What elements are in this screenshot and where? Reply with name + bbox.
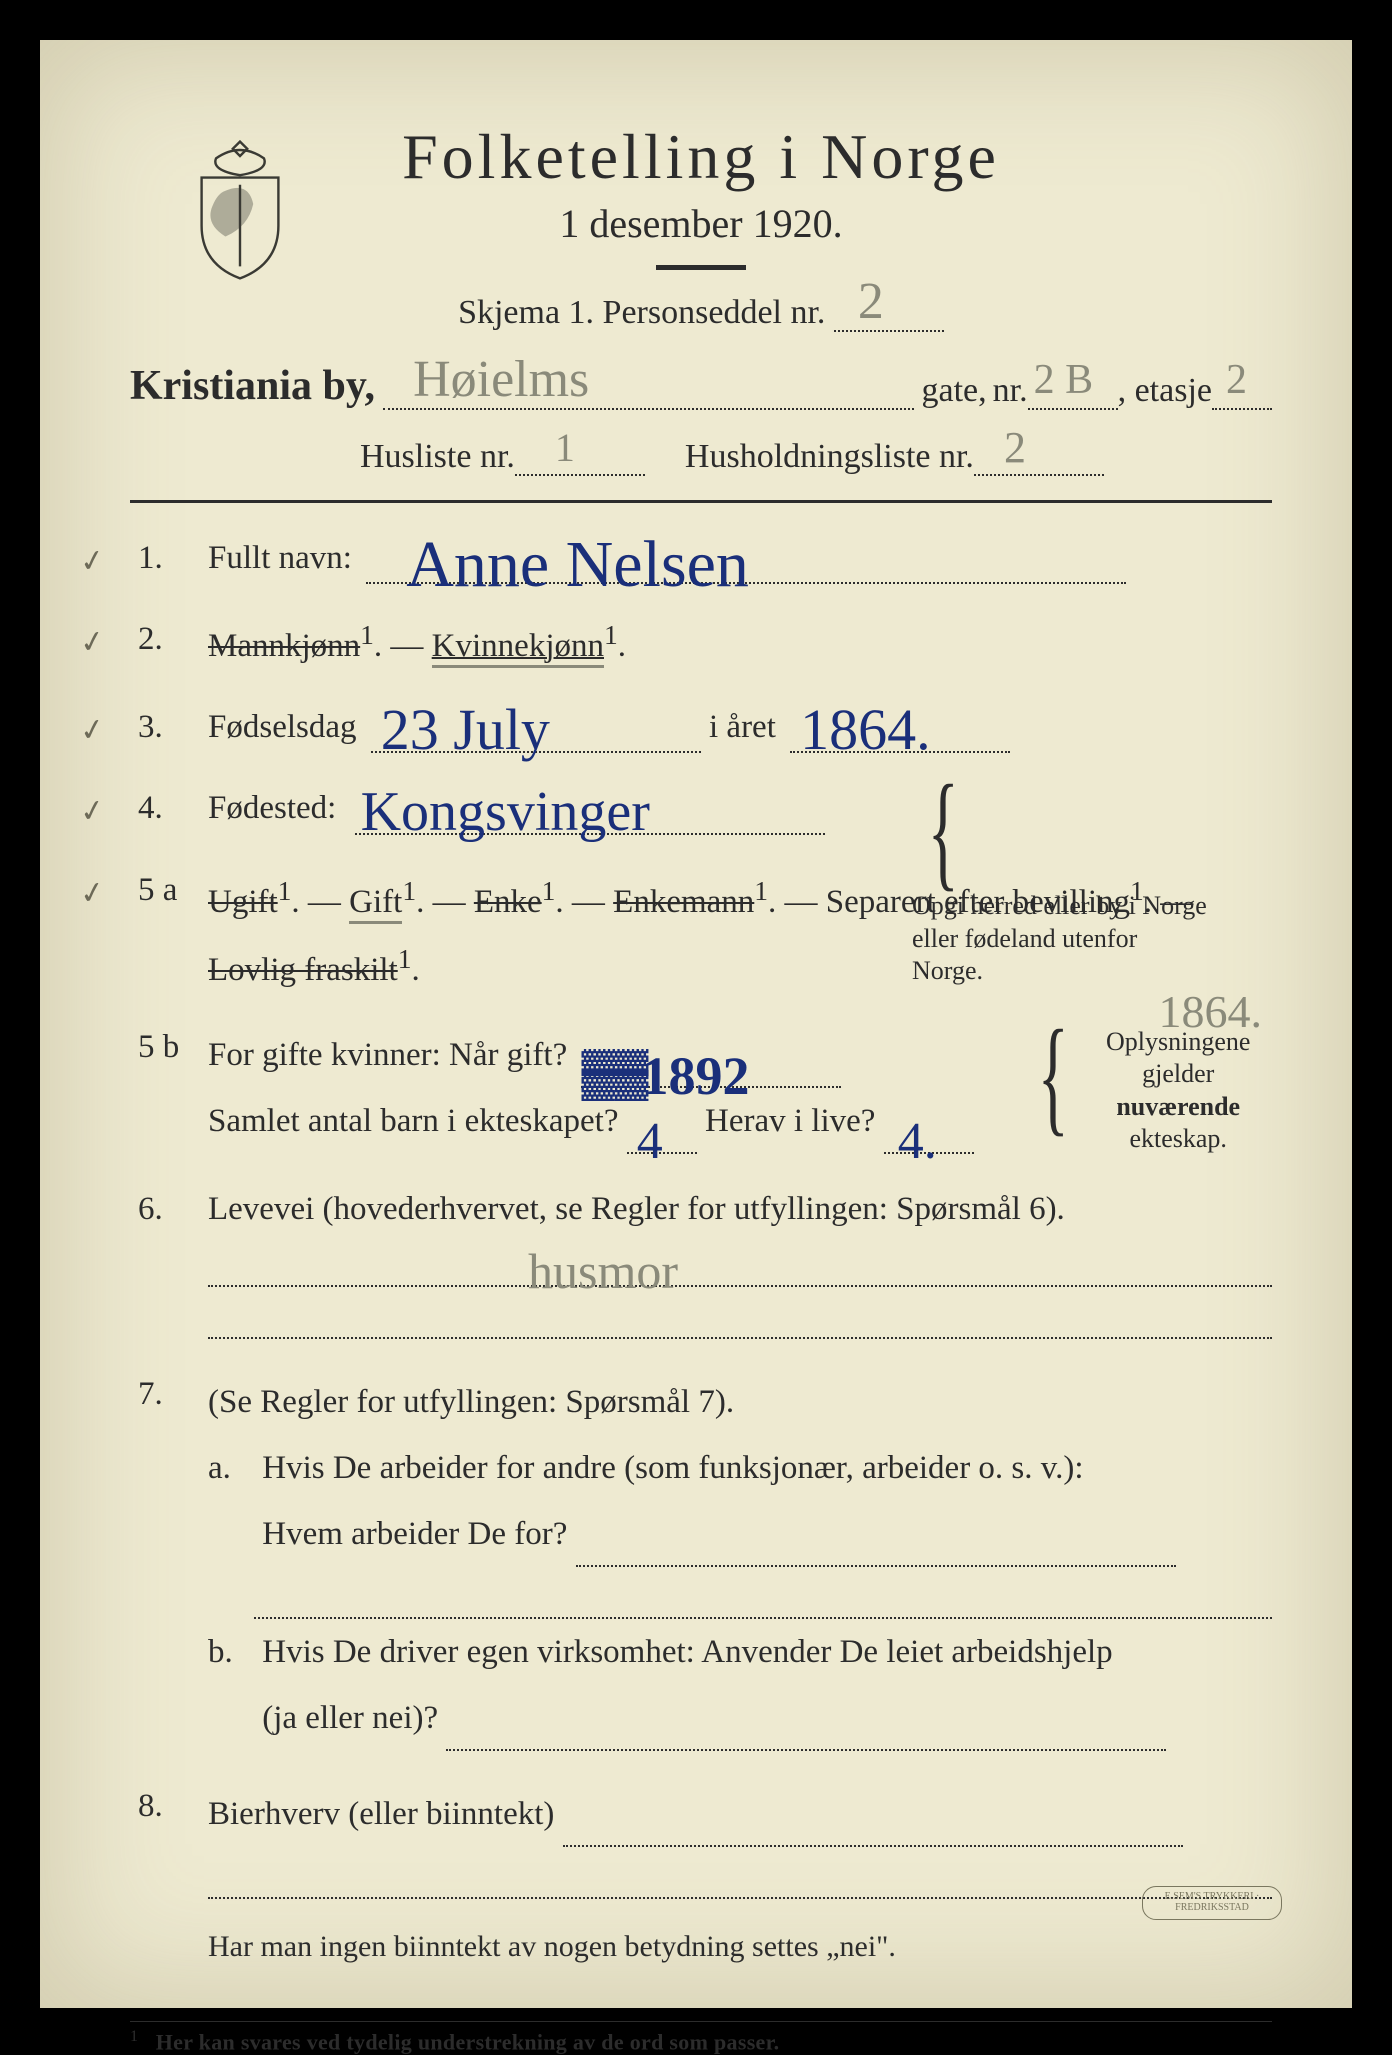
q1-label: Fullt navn: bbox=[208, 540, 352, 576]
q7b-line1: Hvis De driver egen virksomhet: Anvender… bbox=[262, 1634, 1112, 1670]
q5b-line1: For gifte kvinner: Når gift? bbox=[208, 1037, 567, 1073]
skjema-label: Skjema 1. Personseddel nr. bbox=[458, 294, 825, 331]
q7-num: 7. bbox=[130, 1369, 208, 1751]
q5a-enke: Enke bbox=[474, 884, 542, 920]
q5a-gift: Gift bbox=[349, 884, 402, 924]
q5b-line2a: Samlet antal barn i ekteskapet? bbox=[208, 1103, 619, 1139]
gate-label: gate, bbox=[922, 372, 987, 410]
q6-line1: husmor bbox=[208, 1239, 1272, 1287]
address-row-2: Husliste nr. 1 Husholdningsliste nr. 2 bbox=[130, 436, 1272, 476]
husliste-value: 1 bbox=[555, 424, 575, 471]
husliste-label: Husliste nr. bbox=[360, 438, 515, 476]
checkmark-icon: ✓ bbox=[76, 788, 109, 838]
q5a-separert: Separert efter bevilling bbox=[826, 884, 1130, 920]
brace-icon: { bbox=[1038, 1018, 1069, 1135]
form-header: Folketelling i Norge 1 desember 1920. Sk… bbox=[130, 120, 1272, 332]
gate-value: Høielms bbox=[413, 350, 589, 409]
etasje-label: , etasje bbox=[1118, 372, 1212, 410]
q4-num: 4. bbox=[130, 783, 208, 834]
q3-mid: i året bbox=[709, 709, 776, 745]
q2-num: 2. bbox=[130, 614, 208, 672]
norway-coat-of-arms-icon bbox=[180, 130, 300, 290]
q7a-num: a. bbox=[208, 1435, 254, 1501]
q5a-lovlig: Lovlig fraskilt bbox=[208, 952, 398, 988]
q5b-aside1: Oplysningene bbox=[1106, 1027, 1250, 1056]
checkmark-icon: ✓ bbox=[76, 618, 109, 668]
address-row-1: Kristiania by, Høielms gate, nr. 2 B , e… bbox=[130, 362, 1272, 410]
q2-kvinne: Kvinnekjønn bbox=[432, 628, 604, 668]
nr-label: nr. bbox=[993, 372, 1028, 410]
etasje-value: 2 bbox=[1226, 356, 1247, 404]
q5b-aside3: ekteskap. bbox=[1129, 1124, 1226, 1153]
city-label: Kristiania by, bbox=[130, 362, 375, 410]
q6-row: 6. Levevei (hovederhvervet, se Regler fo… bbox=[130, 1184, 1272, 1339]
q7-intro: (Se Regler for utfyllingen: Spørsmål 7). bbox=[208, 1384, 734, 1420]
q3-year-value: 1864. bbox=[800, 685, 931, 775]
q5a-ugift: Ugift bbox=[208, 884, 278, 920]
skjema-line: Skjema 1. Personseddel nr. 2 bbox=[130, 292, 1272, 332]
q8-note: Har man ingen biinntekt av nogen betydni… bbox=[208, 1917, 1272, 1977]
q1-row: ✓ 1. Fullt navn: Anne Nelsen bbox=[130, 533, 1272, 584]
q3-num: 3. bbox=[130, 702, 208, 753]
q5b-num: 5 b bbox=[130, 1022, 208, 1154]
q5b-aside2b: nuværende bbox=[1116, 1092, 1240, 1121]
census-form-paper: Folketelling i Norge 1 desember 1920. Sk… bbox=[40, 40, 1352, 2008]
q5b-barn: 4 bbox=[637, 1090, 663, 1194]
q7b-num: b. bbox=[208, 1619, 254, 1685]
q4-value: Kongsvinger bbox=[361, 769, 650, 856]
q7b-line2: (ja eller nei)? bbox=[262, 1700, 438, 1736]
q5b-row: 5 b 1864. For gifte kvinner: Når gift? ▓… bbox=[130, 1022, 1272, 1154]
hushold-label: Husholdningsliste nr. bbox=[685, 438, 974, 476]
q3-row: ✓ 3. Fødselsdag 23 July i året 1864. bbox=[130, 702, 1272, 753]
scan-frame: Folketelling i Norge 1 desember 1920. Sk… bbox=[0, 0, 1392, 2048]
checkmark-icon: ✓ bbox=[76, 537, 109, 587]
header-rule bbox=[130, 500, 1272, 503]
q7a-line2: Hvem arbeider De for? bbox=[262, 1516, 567, 1552]
q4-row: ✓ 4. Fødested: Kongsvinger { Opgi herred… bbox=[130, 783, 1272, 834]
q3-day-value: 23 July bbox=[381, 685, 550, 775]
hushold-value: 2 bbox=[1004, 422, 1026, 473]
printer-mark: E.SEM'S TRYKKERI · FREDRIKSSTAD bbox=[1142, 1886, 1282, 1920]
personseddel-nr-value: 2 bbox=[858, 272, 884, 331]
q2-mann: Mannkjønn bbox=[208, 628, 360, 664]
form-title: Folketelling i Norge bbox=[130, 120, 1272, 194]
q8-row: 8. Bierhverv (eller biinntekt) Har man i… bbox=[130, 1781, 1272, 1977]
q8-label: Bierhverv (eller biinntekt) bbox=[208, 1796, 554, 1832]
q5a-enkemann: Enkemann bbox=[613, 884, 754, 920]
q1-value: Anne Nelsen bbox=[406, 514, 749, 616]
q5b-ilive: 4. bbox=[898, 1090, 937, 1194]
checkmark-icon: ✓ bbox=[76, 706, 109, 756]
footnote-marker: 1 bbox=[130, 2028, 138, 2045]
nr-value: 2 B bbox=[1034, 356, 1094, 404]
title-rule bbox=[656, 265, 746, 270]
q6-line2 bbox=[208, 1291, 1272, 1339]
q4-label: Fødested: bbox=[208, 790, 336, 826]
q8-blank bbox=[208, 1851, 1272, 1899]
checkmark-icon: ✓ bbox=[76, 869, 109, 919]
q7-row: 7. (Se Regler for utfyllingen: Spørsmål … bbox=[130, 1369, 1272, 1751]
q6-num: 6. bbox=[130, 1184, 208, 1339]
q7a-line1: Hvis De arbeider for andre (som funksjon… bbox=[262, 1450, 1083, 1486]
q6-label: Levevei (hovederhvervet, se Regler for u… bbox=[208, 1191, 1065, 1227]
q5a-num: 5 a bbox=[130, 865, 208, 1002]
footnote: 1 Her kan svares ved tydelig understrekn… bbox=[130, 2021, 1272, 2055]
form-date: 1 desember 1920. bbox=[130, 200, 1272, 247]
footnote-text: Her kan svares ved tydelig understreknin… bbox=[156, 2029, 780, 2054]
q7a-blank bbox=[254, 1571, 1272, 1619]
q2-row: ✓ 2. Mannkjønn1. — Kvinnekjønn1. bbox=[130, 614, 1272, 672]
q1-num: 1. bbox=[130, 533, 208, 584]
q5a-row: ✓ 5 a Ugift1. — Gift1. — Enke1. — Enkema… bbox=[130, 865, 1272, 1002]
q8-num: 8. bbox=[130, 1781, 208, 1977]
q6-value: husmor bbox=[528, 1233, 678, 1311]
q3-label: Fødselsdag bbox=[208, 709, 357, 745]
